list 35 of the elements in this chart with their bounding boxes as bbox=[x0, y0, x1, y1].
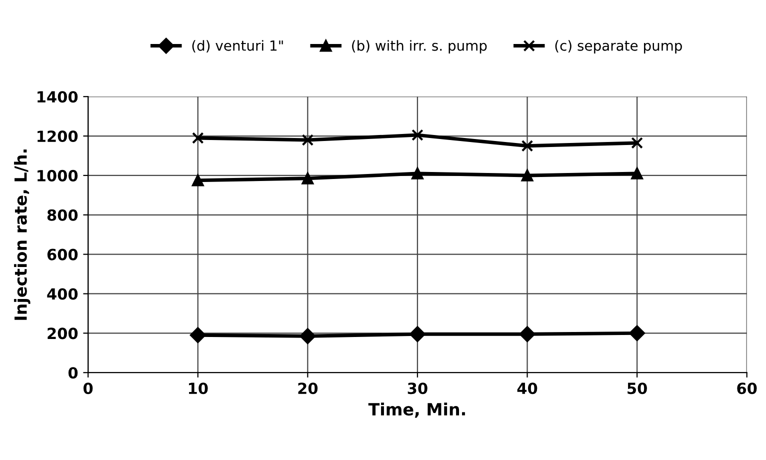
y-tick-label: 1200 bbox=[38, 130, 78, 142]
y-tick-label: 1400 bbox=[38, 91, 78, 103]
y-axis-title: Injection rate, L/h. bbox=[14, 150, 30, 320]
x-tick-label: 30 bbox=[408, 382, 428, 394]
point bbox=[629, 325, 645, 342]
x-tick-label: 10 bbox=[188, 382, 208, 394]
y-tick-label: 200 bbox=[48, 328, 78, 340]
legend-label: (d) venturi 1" bbox=[192, 40, 283, 52]
legend-label: (b) with irr. s. pump bbox=[352, 40, 487, 54]
point bbox=[190, 327, 206, 344]
y-tick-label: 1000 bbox=[38, 170, 78, 182]
x-tick-label: 60 bbox=[737, 382, 757, 394]
y-tick-label: 0 bbox=[68, 367, 78, 379]
y-tick-label: 600 bbox=[47, 248, 78, 260]
point bbox=[302, 172, 314, 184]
legend-label: (c) separate pump bbox=[555, 40, 682, 54]
x-tick-label: 50 bbox=[628, 382, 647, 394]
point bbox=[300, 328, 316, 344]
point bbox=[410, 326, 426, 342]
x-axis-title: Time, Min. bbox=[368, 402, 465, 418]
point bbox=[521, 170, 534, 182]
point bbox=[631, 168, 643, 180]
point bbox=[412, 168, 424, 180]
y-tick-label: 800 bbox=[47, 209, 78, 221]
point bbox=[631, 137, 643, 149]
x-tick-label: 40 bbox=[517, 382, 538, 394]
x-tick-label: 20 bbox=[298, 382, 318, 394]
point bbox=[519, 326, 536, 342]
point bbox=[192, 132, 204, 144]
point bbox=[302, 134, 314, 146]
point bbox=[412, 129, 424, 141]
x-tick-label: 0 bbox=[84, 382, 93, 394]
y-tick-label: 400 bbox=[47, 288, 78, 300]
point bbox=[521, 140, 534, 152]
point bbox=[192, 174, 204, 186]
